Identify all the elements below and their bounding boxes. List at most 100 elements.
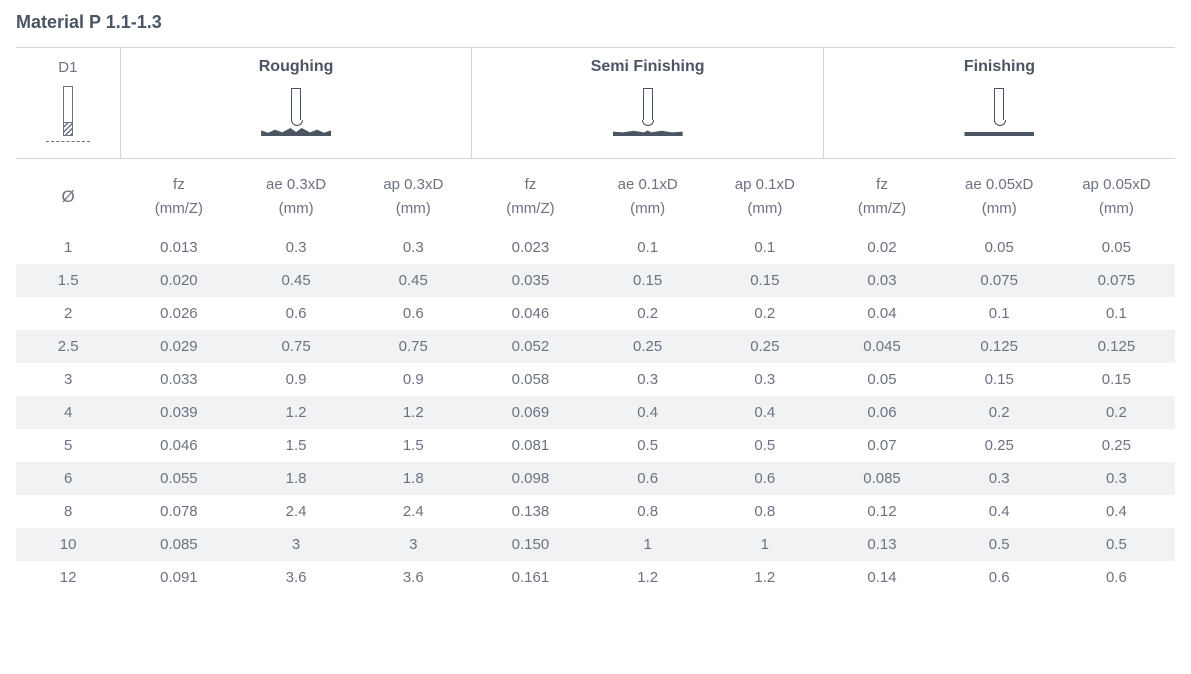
cell-s_fz: 0.081 <box>472 429 589 462</box>
cell-r_ae: 0.3 <box>237 231 354 264</box>
cell-dia: 8 <box>16 495 120 528</box>
cell-f_fz: 0.03 <box>823 264 940 297</box>
cell-s_ae: 0.1 <box>589 231 706 264</box>
cell-f_fz: 0.02 <box>823 231 940 264</box>
cell-r_ae: 1.5 <box>237 429 354 462</box>
cell-r_fz: 0.026 <box>120 297 237 330</box>
cell-s_fz: 0.058 <box>472 363 589 396</box>
end-mill-icon <box>46 86 90 144</box>
cell-s_fz: 0.161 <box>472 561 589 594</box>
cell-r_ap: 0.3 <box>355 231 472 264</box>
cell-s_ap: 0.4 <box>706 396 823 429</box>
finishing-icon-cell <box>823 82 1175 159</box>
cell-r_fz: 0.078 <box>120 495 237 528</box>
table-row: 60.0551.81.80.0980.60.60.0850.30.3 <box>16 462 1175 495</box>
cell-r_ae: 2.4 <box>237 495 354 528</box>
cell-s_fz: 0.138 <box>472 495 589 528</box>
cell-r_ap: 1.8 <box>355 462 472 495</box>
cell-s_ae: 0.15 <box>589 264 706 297</box>
cell-f_ae: 0.15 <box>941 363 1058 396</box>
cell-r_ap: 0.75 <box>355 330 472 363</box>
table-row: 50.0461.51.50.0810.50.50.070.250.25 <box>16 429 1175 462</box>
cell-dia: 10 <box>16 528 120 561</box>
cell-r_fz: 0.033 <box>120 363 237 396</box>
cell-f_ap: 0.4 <box>1058 495 1175 528</box>
cell-s_fz: 0.069 <box>472 396 589 429</box>
cell-r_ap: 0.6 <box>355 297 472 330</box>
semi-finishing-icon <box>613 88 683 142</box>
cell-f_ae: 0.1 <box>941 297 1058 330</box>
cell-f_ae: 0.4 <box>941 495 1058 528</box>
cell-dia: 1.5 <box>16 264 120 297</box>
cell-f_ap: 0.075 <box>1058 264 1175 297</box>
cell-s_fz: 0.046 <box>472 297 589 330</box>
cell-dia: 1 <box>16 231 120 264</box>
col-header-f-ae: ae 0.05xD(mm) <box>941 159 1058 232</box>
cell-f_fz: 0.06 <box>823 396 940 429</box>
cell-f_ae: 0.3 <box>941 462 1058 495</box>
cell-s_ae: 0.2 <box>589 297 706 330</box>
cell-r_ae: 1.2 <box>237 396 354 429</box>
cell-f_ae: 0.5 <box>941 528 1058 561</box>
cell-f_ae: 0.075 <box>941 264 1058 297</box>
cell-r_ae: 0.9 <box>237 363 354 396</box>
col-header-f-fz: fz(mm/Z) <box>823 159 940 232</box>
cell-dia: 6 <box>16 462 120 495</box>
cutting-data-table: D1 Roughing Semi Finishing Finishing <box>16 47 1175 594</box>
cell-f_fz: 0.085 <box>823 462 940 495</box>
cell-s_ap: 0.25 <box>706 330 823 363</box>
cell-dia: 12 <box>16 561 120 594</box>
cell-s_ap: 1 <box>706 528 823 561</box>
table-row: 40.0391.21.20.0690.40.40.060.20.2 <box>16 396 1175 429</box>
cell-f_ae: 0.6 <box>941 561 1058 594</box>
group-header-roughing: Roughing <box>120 48 472 83</box>
cell-s_fz: 0.023 <box>472 231 589 264</box>
table-body: 10.0130.30.30.0230.10.10.020.050.051.50.… <box>16 231 1175 594</box>
cell-r_fz: 0.085 <box>120 528 237 561</box>
roughing-icon <box>261 88 331 142</box>
cell-f_fz: 0.05 <box>823 363 940 396</box>
col-header-r-ae: ae 0.3xD(mm) <box>237 159 354 232</box>
cell-r_ae: 1.8 <box>237 462 354 495</box>
cell-r_ap: 2.4 <box>355 495 472 528</box>
cell-f_fz: 0.04 <box>823 297 940 330</box>
cell-f_ae: 0.05 <box>941 231 1058 264</box>
cell-s_fz: 0.098 <box>472 462 589 495</box>
table-row: 2.50.0290.750.750.0520.250.250.0450.1250… <box>16 330 1175 363</box>
cell-r_ap: 1.2 <box>355 396 472 429</box>
table-group-header-row: D1 Roughing Semi Finishing Finishing <box>16 48 1175 83</box>
cell-f_ap: 0.1 <box>1058 297 1175 330</box>
cell-f_fz: 0.12 <box>823 495 940 528</box>
table-row: 100.085330.150110.130.50.5 <box>16 528 1175 561</box>
group-header-semi-finishing: Semi Finishing <box>472 48 824 83</box>
col-header-s-fz: fz(mm/Z) <box>472 159 589 232</box>
cell-f_ap: 0.2 <box>1058 396 1175 429</box>
drill-icon-cell <box>16 82 120 159</box>
cell-dia: 3 <box>16 363 120 396</box>
col-header-d1: D1 <box>16 48 120 83</box>
cell-r_fz: 0.039 <box>120 396 237 429</box>
cell-s_ae: 0.5 <box>589 429 706 462</box>
cell-f_fz: 0.07 <box>823 429 940 462</box>
col-header-diameter: Ø <box>16 159 120 232</box>
cell-r_ae: 0.75 <box>237 330 354 363</box>
table-row: 80.0782.42.40.1380.80.80.120.40.4 <box>16 495 1175 528</box>
cell-r_ae: 0.45 <box>237 264 354 297</box>
table-row: 20.0260.60.60.0460.20.20.040.10.1 <box>16 297 1175 330</box>
group-header-finishing: Finishing <box>823 48 1175 83</box>
cell-f_fz: 0.13 <box>823 528 940 561</box>
roughing-icon-cell <box>120 82 472 159</box>
cell-f_ap: 0.15 <box>1058 363 1175 396</box>
col-header-r-ap: ap 0.3xD(mm) <box>355 159 472 232</box>
cell-s_fz: 0.150 <box>472 528 589 561</box>
cell-r_fz: 0.013 <box>120 231 237 264</box>
cell-f_ap: 0.25 <box>1058 429 1175 462</box>
cell-s_fz: 0.052 <box>472 330 589 363</box>
cell-s_ap: 0.8 <box>706 495 823 528</box>
cell-r_ae: 3.6 <box>237 561 354 594</box>
cell-s_ap: 0.6 <box>706 462 823 495</box>
cell-f_ap: 0.3 <box>1058 462 1175 495</box>
cell-s_ap: 0.5 <box>706 429 823 462</box>
cell-dia: 2.5 <box>16 330 120 363</box>
table-row: 10.0130.30.30.0230.10.10.020.050.05 <box>16 231 1175 264</box>
